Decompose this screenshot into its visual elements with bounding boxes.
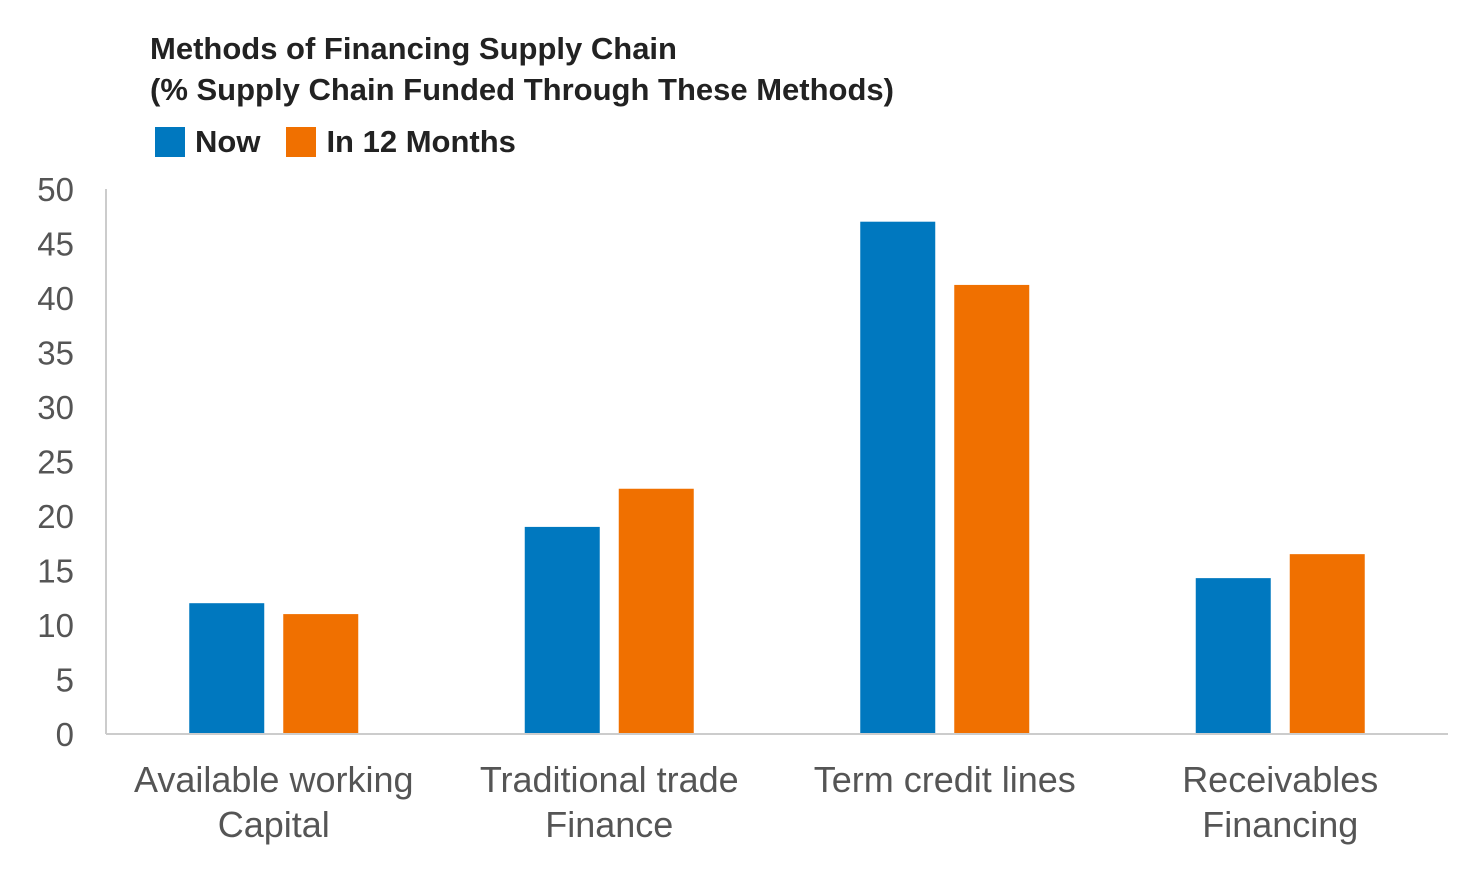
legend-label-now: Now (195, 124, 261, 159)
x-tick-label-line: Financing (1202, 804, 1358, 845)
x-tick-label-line: Available working (134, 759, 414, 800)
x-tick-label-line: Finance (545, 804, 673, 845)
x-tick-label-line: Receivables (1182, 759, 1378, 800)
legend-label-in-12-months: In 12 Months (326, 124, 516, 159)
bar-now (860, 221, 936, 734)
bar-now (189, 603, 265, 734)
x-tick-label: Available working Capital (134, 759, 414, 845)
bar-now (1195, 578, 1271, 734)
y-tick-label: 35 (37, 335, 74, 372)
legend-item-now: Now (155, 124, 260, 160)
bar-in-12-months (1289, 554, 1365, 734)
y-tick-label: 5 (56, 662, 74, 699)
y-tick-label: 10 (37, 607, 74, 644)
chart-legend: Now In 12 Months (155, 124, 542, 160)
legend-item-in-12-months: In 12 Months (286, 124, 516, 160)
bar-in-12-months (283, 614, 359, 734)
chart-title-line: Methods of Financing Supply Chain (150, 31, 677, 66)
y-tick-label: 50 (37, 171, 74, 208)
x-tick-label: Traditional trade Finance (480, 759, 739, 845)
y-tick-label: 20 (37, 498, 74, 535)
legend-swatch-now (155, 127, 185, 157)
y-tick-label: 45 (37, 226, 74, 263)
y-tick-label: 40 (37, 280, 74, 317)
x-tick-label: Receivables Financing (1182, 759, 1378, 845)
y-tick-label: 15 (37, 553, 74, 590)
chart-subtitle-line: (% Supply Chain Funded Through These Met… (150, 72, 894, 107)
y-tick-label: 25 (37, 444, 74, 481)
y-tick-label: 30 (37, 389, 74, 426)
bars (189, 221, 1365, 734)
y-tick-label: 0 (56, 716, 74, 753)
x-tick-label-line: Capital (218, 804, 330, 845)
bar-in-12-months (954, 284, 1030, 734)
y-axis: 0 5 10 15 20 25 30 35 40 45 50 (37, 171, 107, 753)
x-tick-label-line: Traditional trade (480, 759, 739, 800)
bar-in-12-months (618, 488, 694, 734)
x-tick-label: Term credit lines (814, 759, 1076, 800)
x-axis: Available working Capital Traditional trad… (106, 733, 1448, 845)
x-tick-label-line: Term credit lines (814, 759, 1076, 800)
legend-swatch-in-12-months (286, 127, 317, 157)
bar-now (524, 526, 600, 734)
chart-title: Methods of Financing Supply Chain (% Sup… (150, 28, 894, 110)
